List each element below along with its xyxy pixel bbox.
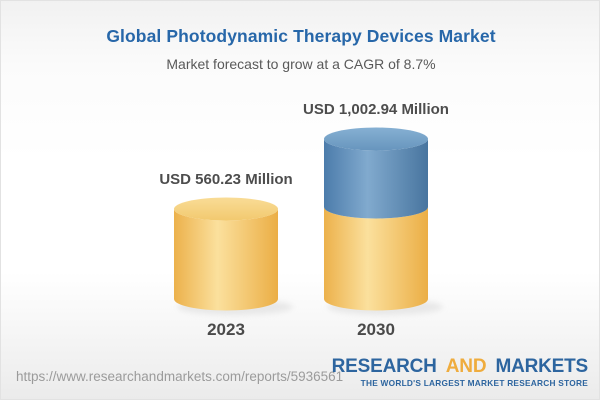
bar-2030-cylinder <box>324 127 428 311</box>
research-and-markets-logo: RESEARCH AND MARKETS THE WORLD'S LARGEST… <box>331 356 589 388</box>
report-url-link[interactable]: https://www.researchandmarkets.com/repor… <box>16 369 344 384</box>
logo-wordmark: RESEARCH AND MARKETS <box>331 356 589 377</box>
chart-title: Global Photodynamic Therapy Devices Mark… <box>106 26 496 46</box>
logo-tagline: THE WORLD'S LARGEST MARKET RESEARCH STOR… <box>360 378 588 388</box>
bar-2023-cylinder <box>174 197 278 311</box>
value-label-2023: USD 560.23 Million <box>159 171 293 188</box>
value-label-2030: USD 1,002.94 Million <box>303 101 449 118</box>
logo-word-markets: MARKETS <box>495 356 588 377</box>
axis-label-2030: 2030 <box>357 320 395 339</box>
logo-word-and: AND <box>445 356 487 377</box>
logo-word-research: RESEARCH <box>331 356 437 377</box>
axis-label-2023: 2023 <box>207 320 245 339</box>
chart-subtitle: Market forecast to grow at a CAGR of 8.7… <box>166 56 436 72</box>
